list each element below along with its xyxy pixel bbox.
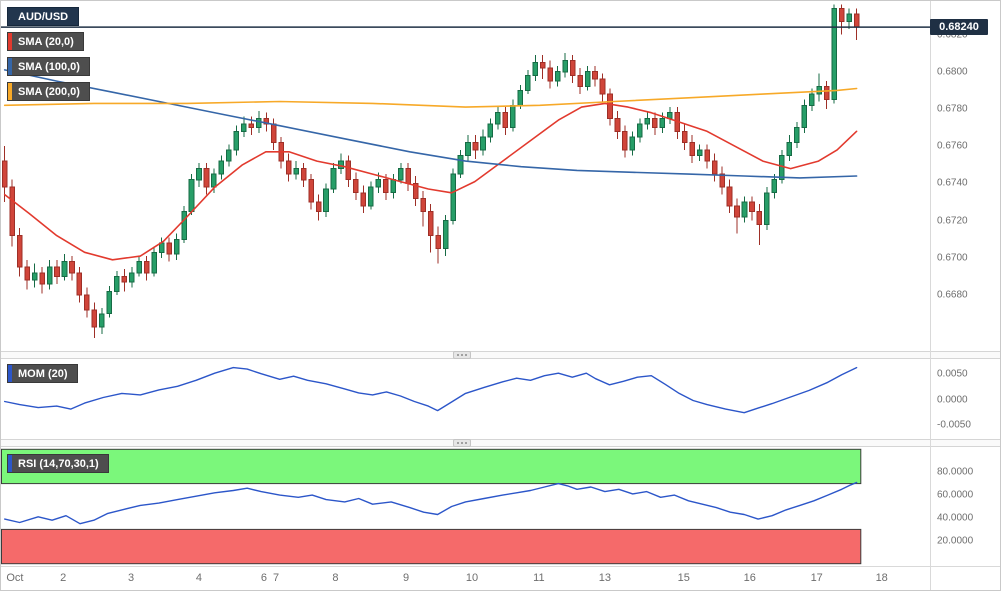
rsi-line-plot[interactable] <box>1 447 930 566</box>
x-axis-tick-label: 17 <box>810 572 823 584</box>
y-axis-tick-label: 0.6780 <box>937 103 968 115</box>
legend-overlay: AUD/USD SMA (20,0) SMA (100,0) SMA (200,… <box>7 7 90 101</box>
y-axis-tick-label: 0.6760 <box>937 140 968 152</box>
x-axis-tick-label: 3 <box>128 572 135 584</box>
sma200-label: SMA (200,0) <box>18 85 80 98</box>
sma100-label: SMA (100,0) <box>18 60 80 73</box>
momentum-plot-area[interactable]: MOM (20) <box>1 359 930 439</box>
x-axis-tick-label: 7 <box>272 572 280 584</box>
momentum-axis[interactable]: 0.0050 0.0000 -0.0050 <box>930 359 1000 439</box>
x-axis-tick-label: 16 <box>743 572 756 584</box>
x-axis-tick-label: 15 <box>677 572 690 584</box>
y-axis-tick-label: 0.0050 <box>937 368 968 380</box>
x-axis-tick-label: 9 <box>402 572 410 584</box>
x-axis-tick-label: 4 <box>195 572 202 584</box>
x-axis-tick-label: Oct <box>6 572 24 584</box>
y-axis-tick-label: 0.6740 <box>937 177 968 189</box>
candlestick-plot[interactable] <box>1 1 930 351</box>
x-axis-tick-label: 11 <box>533 572 545 584</box>
momentum-panel: MOM (20) 0.0050 0.0000 -0.0050 <box>1 359 1000 439</box>
sma20-color-swatch <box>8 33 12 50</box>
splitter-grip <box>453 351 471 359</box>
rsi-chip[interactable]: RSI (14,70,30,1) <box>7 454 109 473</box>
x-axis-tick-label: 13 <box>598 572 612 584</box>
time-axis[interactable]: Oct 2 3 4 6 7 8 9 10 11 13 15 16 17 18 <box>1 566 1000 590</box>
rsi-axis[interactable]: 80.0000 60.0000 40.0000 20.0000 <box>930 447 1000 566</box>
sma100-chip[interactable]: SMA (100,0) <box>7 57 90 76</box>
sma100-color-swatch <box>8 58 12 75</box>
x-axis-tick-label: 2 <box>60 572 67 584</box>
y-axis-tick-label: 0.6700 <box>937 252 968 264</box>
y-axis-tick-label: 60.0000 <box>937 489 974 501</box>
mom-chip[interactable]: MOM (20) <box>7 364 78 383</box>
y-axis-tick-label: 0.0000 <box>937 394 968 405</box>
price-plot-area[interactable]: AUD/USD SMA (20,0) SMA (100,0) SMA (200,… <box>1 1 930 351</box>
last-price-badge: 0.68240 <box>930 19 988 36</box>
x-axis-tick-label: 18 <box>875 572 888 584</box>
x-axis-tick-label: 8 <box>332 572 339 584</box>
y-axis-tick-label: 20.0000 <box>937 535 974 547</box>
sma20-label: SMA (20,0) <box>18 35 74 48</box>
y-axis-tick-label: 40.0000 <box>937 512 974 524</box>
price-axis[interactable]: 0.68240 0.68200.68000.67800.67600.67400.… <box>930 1 1000 351</box>
symbol-label: AUD/USD <box>18 10 69 23</box>
panel-splitter-1[interactable] <box>1 351 1000 359</box>
sma200-color-swatch <box>8 83 12 100</box>
rsi-label: RSI (14,70,30,1) <box>18 457 99 470</box>
rsi-plot-area[interactable]: RSI (14,70,30,1) <box>1 447 930 566</box>
mom-label: MOM (20) <box>18 367 68 380</box>
rsi-color-swatch <box>8 455 12 472</box>
symbol-chip[interactable]: AUD/USD <box>7 7 80 26</box>
x-axis-tick-label: 10 <box>465 572 479 584</box>
mom-color-swatch <box>8 365 12 382</box>
axis-divider <box>930 1 931 590</box>
momentum-line-plot[interactable] <box>1 359 930 439</box>
rsi-panel: RSI (14,70,30,1) 80.0000 60.0000 40.0000 20… <box>1 447 1000 566</box>
y-axis-tick-label: 0.6680 <box>937 289 968 301</box>
y-axis-tick-label: 80.0000 <box>937 466 974 478</box>
y-axis-tick-label: -0.0050 <box>937 419 971 431</box>
sma20-chip[interactable]: SMA (20,0) <box>7 32 84 51</box>
y-axis-tick-label: 0.6720 <box>937 215 968 227</box>
x-axis-tick-label: 6 <box>260 572 267 584</box>
panel-splitter-2[interactable] <box>1 439 1000 447</box>
price-panel: AUD/USD SMA (20,0) SMA (100,0) SMA (200,… <box>1 1 1000 351</box>
y-axis-tick-label: 0.6800 <box>937 66 968 78</box>
splitter-grip <box>453 439 471 447</box>
sma200-chip[interactable]: SMA (200,0) <box>7 82 90 101</box>
